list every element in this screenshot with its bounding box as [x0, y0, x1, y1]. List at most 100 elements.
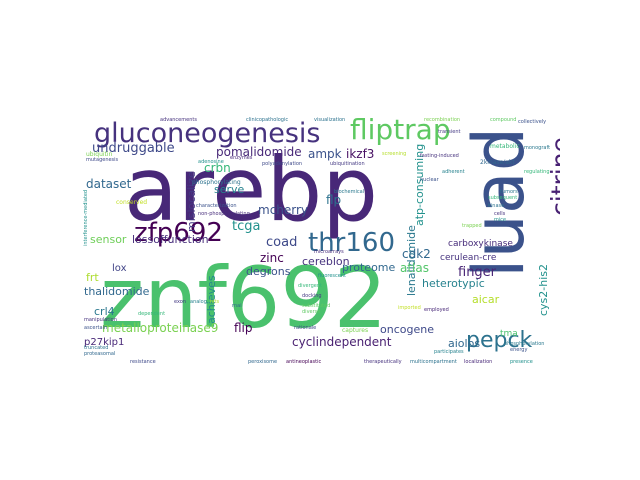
word-cloud: arebp znf692 luad gluconeogenesis fliptrap ci… [80, 116, 560, 366]
word-biochemical: biochemical [334, 189, 365, 195]
word-presence: presence [510, 359, 533, 365]
word-adherent: adherent [442, 169, 465, 175]
word-znf692: znf692 [100, 249, 388, 347]
word-analog: analog [190, 299, 207, 305]
word-phosphorylation: phosphorylation [504, 341, 545, 347]
word-non-phosphorylating: non-phosphorylating [198, 211, 250, 217]
word-rnai: rnai [232, 303, 242, 309]
word-mcherry: mcherry [258, 203, 309, 217]
word-serve: serve [214, 183, 245, 196]
word-cereblon: cereblon [302, 255, 350, 268]
word-cyclindependent: cyclindependent [292, 335, 392, 349]
word-sensor: sensor [90, 233, 127, 246]
word-polyadenylation: polyadenylation [262, 161, 303, 167]
word-enzymes: enzymes [230, 155, 253, 161]
word-kinase: kinase [488, 203, 505, 209]
word-imported: imported [398, 305, 421, 311]
word-manipulation: manipulation [84, 317, 117, 323]
word-2kinase-akt: 2kinase/akt [480, 159, 515, 166]
word-proteasomal: proteasomal [84, 351, 116, 357]
word-fliptrap: fliptrap [350, 116, 451, 146]
word-docking: docking [302, 293, 322, 299]
word-undruggable: undruggable [92, 141, 175, 156]
word-microarrays: microarrays [314, 249, 344, 255]
word-advancements: advancements [160, 117, 197, 123]
word-energy: energy [510, 347, 528, 353]
word-zfp692: zfp692 [134, 218, 223, 248]
word-substituted: substituted [302, 303, 331, 309]
word-screening: screening [382, 151, 407, 157]
word-rationale: rationale [294, 325, 317, 331]
word-aicar: aicar [472, 293, 500, 306]
word-thr160: thr160 [308, 228, 395, 258]
word-localization: localization [464, 359, 493, 365]
word-ikzf3: ikzf3 [346, 147, 375, 161]
word-flp: flp [326, 193, 342, 207]
word-ubiquitin: ubiquitin [86, 151, 113, 158]
word-visualization: visualization [314, 117, 346, 123]
word-cdk2: cdk2 [402, 247, 431, 261]
word-therapeutically: therapeutically [364, 359, 402, 365]
word-divergent: divergent [298, 283, 322, 289]
word-adenosine: adenosine [198, 159, 224, 165]
word-oncogene: oncogene [380, 323, 434, 336]
word-regulating: regulating [524, 169, 550, 175]
word-mutagenesis: mutagenesis [86, 157, 119, 163]
word-ubiquitination: ubiquitination [330, 161, 365, 167]
word-lox: lox [112, 263, 127, 274]
word-captures: captures [342, 327, 369, 334]
word-characterization: characterization [196, 203, 237, 209]
word-truncated: truncated [84, 345, 109, 351]
word-subsequent: subsequent [488, 195, 518, 201]
word-tumors: tumors [500, 189, 518, 195]
word-metalloproteinase9: metalloproteinase9 [102, 321, 219, 335]
word-frt: frt [86, 271, 99, 284]
word-resistance: resistance [130, 359, 156, 365]
word-aiolos: aiolos [448, 337, 481, 350]
word-multicompartment: multicompartment [410, 359, 457, 365]
word-thalidomide: thalidomide [84, 285, 150, 298]
word-crl4: crl4 [94, 305, 115, 318]
word-pepck: pepck [466, 328, 533, 353]
word-pomalidomide: pomalidomide [216, 145, 302, 159]
word-interference-mediated: interference-mediated [83, 189, 89, 246]
word-cells: cells [494, 211, 506, 217]
word-conserved: conserved [116, 199, 148, 206]
word-recombination: recombination [424, 117, 461, 123]
word-cys2-his2: cys2-his2 [537, 263, 550, 316]
word-clinicopathologic: clinicopathologic [246, 117, 289, 123]
word-participates: participates [434, 349, 464, 355]
word-flip: flip [234, 321, 253, 335]
word-employed: employed [424, 307, 449, 313]
word-heterotypic: heterotypic [422, 277, 485, 290]
word-cerulean-cre: cerulean-cre [440, 253, 497, 263]
word-proteome: proteome [342, 261, 396, 274]
word-fluorescent: fluorescent [318, 273, 346, 279]
word-diverse: diverse [302, 309, 321, 315]
word-mice: mice [494, 217, 507, 223]
word-antineoplastic: antineoplastic [286, 359, 322, 365]
word-coad: coad [266, 235, 298, 250]
word-tcga: tcga [232, 219, 261, 234]
word-fasting-induced: fasting-induced [420, 153, 459, 159]
word-metabolic: metabolic [490, 143, 520, 150]
word-arebp: arebp [124, 138, 379, 241]
word-ampk: ampk [308, 147, 342, 161]
word-collectively: collectively [518, 119, 547, 125]
word-carboxykinase: carboxykinase [448, 239, 513, 249]
word-atlas: atlas [400, 261, 429, 275]
word-hits: hits [210, 299, 220, 305]
word-dependent: dependent [138, 311, 166, 317]
word-lossoffunction: lossoffunction [132, 233, 209, 246]
word-zinc: zinc [260, 251, 284, 265]
word-transient: transient [438, 129, 461, 135]
word-monograft: monograft [524, 145, 551, 151]
word-peroxisome: peroxisome [248, 359, 278, 365]
word-compound: compound [490, 117, 517, 123]
word-phosphorylating: phosphorylating [192, 179, 241, 186]
word-trapped: trapped [462, 223, 482, 229]
word-degrons: degrons [246, 265, 291, 278]
word-dataset: dataset [86, 177, 132, 191]
word-p27kip1: p27kip1 [84, 337, 125, 348]
word-ascertain: ascertain [84, 325, 108, 331]
